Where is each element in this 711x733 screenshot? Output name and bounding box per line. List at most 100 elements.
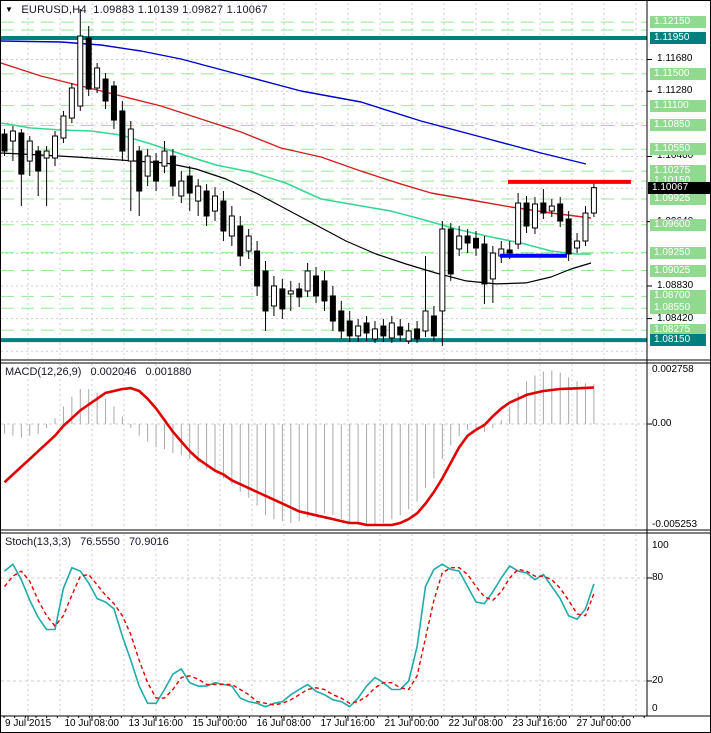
candle-bear: [220, 200, 227, 232]
candle-bear: [363, 322, 370, 334]
price-level-label: 1.12150: [650, 16, 706, 28]
candle-bull: [43, 150, 50, 159]
candle-bull: [52, 135, 59, 159]
macd-signal-line: [3, 386, 594, 527]
stoch-d-line: [3, 567, 595, 706]
ohlc-close: 1.10067: [226, 4, 268, 16]
time-axis-label: 22 Jul 08:00: [448, 718, 504, 729]
time-axis-label: 27 Jul 00:00: [576, 718, 632, 729]
candle-bear: [523, 202, 530, 227]
candle-bear: [153, 160, 160, 182]
macd-value-signal: 0.001880: [145, 366, 192, 378]
candle-bull: [60, 115, 67, 139]
symbol-label: EURUSD,H4: [21, 4, 87, 16]
price-level-label: 1.10850: [650, 119, 706, 131]
macd-axis-zero: 0.00: [652, 418, 672, 429]
candle-bear: [338, 310, 345, 332]
candle-bull: [178, 180, 185, 197]
price-tick-label: 1.08420: [657, 313, 694, 324]
stoch-axis-20: 20: [652, 675, 664, 686]
stoch-k-line: [3, 563, 595, 708]
candle-bull: [355, 325, 362, 337]
candle-bull: [212, 195, 218, 212]
candle-bear: [540, 202, 547, 214]
stoch-axis-100: 100: [652, 540, 669, 551]
symbol-dropdown-icon[interactable]: ▼: [5, 5, 14, 14]
price-level-label: 1.09250: [650, 247, 706, 259]
candle-bear: [85, 37, 92, 90]
price-level-label: 1.09600: [650, 219, 706, 231]
current-price-label: 1.10067: [648, 182, 710, 194]
macd-name: MACD(12,26,9): [5, 366, 82, 378]
candle-bear: [313, 275, 320, 297]
price-level-label: 1.10275: [650, 165, 706, 177]
ohlc-high: 1.10139: [137, 4, 179, 16]
stoch-name: Stoch(13,3,3): [5, 536, 72, 548]
stoch-value-d: 70.9016: [128, 536, 169, 548]
candle-bear: [136, 150, 143, 192]
time-axis-label: 9 Jul 2015: [5, 718, 52, 729]
candle-bull: [26, 140, 33, 162]
candle-bear: [203, 190, 210, 217]
candle-bear: [279, 288, 286, 310]
stoch-value-k: 76.5550: [80, 536, 120, 548]
candle-bull: [574, 240, 581, 249]
time-axis-label: 23 Jul 16:00: [512, 718, 568, 729]
candle-bear: [321, 280, 328, 302]
candle-bear: [557, 203, 564, 222]
candle-bull: [94, 67, 101, 89]
candle-bear: [473, 237, 480, 249]
price-level-label: 1.08550: [650, 302, 706, 314]
candle-bull: [245, 235, 252, 252]
time-axis-label: 16 Jul 08:00: [256, 718, 312, 729]
candle-bull: [270, 285, 277, 307]
price-level-label: 1.11100: [650, 100, 706, 112]
time-axis-label: 15 Jul 00:00: [192, 718, 248, 729]
candle-bull: [68, 87, 75, 119]
chart-header: ▼ EURUSD,H4 1.09883 1.10139 1.09827 1.10…: [5, 4, 268, 16]
macd-label: MACD(12,26,9) 0.002046 0.001880: [5, 366, 197, 378]
candle-bull: [127, 128, 134, 162]
trendlines: [500, 179, 631, 258]
macd-axis-max: 0.002758: [652, 364, 694, 375]
candle-bear: [329, 295, 336, 322]
frame: [1, 1, 710, 717]
ohlc-low: 1.09827: [182, 4, 224, 16]
candle-bear: [464, 235, 471, 244]
price-band-label: 1.08150: [650, 334, 706, 346]
time-axis-label: 13 Jul 16:00: [128, 718, 184, 729]
price-tick-label: 1.11680: [657, 53, 693, 64]
candle-bear: [18, 132, 25, 175]
candle-bull: [439, 228, 446, 312]
macd-axis-min: -0.005253: [652, 519, 698, 530]
candle-bull: [9, 130, 16, 142]
price-band-label: 1.11950: [650, 32, 706, 44]
candle-bear: [262, 270, 269, 312]
stoch-panel: [3, 563, 595, 708]
candle-bull: [144, 155, 151, 177]
ohlc-open: 1.09883: [93, 4, 135, 16]
candle-bear: [430, 315, 437, 337]
time-axis-label: 17 Jul 16:00: [320, 718, 376, 729]
candle-bull: [77, 35, 84, 107]
candle-bear: [35, 150, 42, 172]
stoch-axis-0: 0: [652, 703, 658, 714]
price-level-label: 1.08275: [650, 324, 706, 336]
candle-bear: [254, 250, 261, 287]
candle-bear: [296, 288, 303, 298]
candle-bear: [119, 110, 126, 152]
candle-bear: [169, 155, 176, 187]
candle-bull: [161, 150, 168, 167]
time-axis-label: 10 Jul 08:00: [64, 718, 120, 729]
price-level-label: 1.10550: [650, 143, 706, 155]
candle-bear: [186, 175, 193, 194]
candle-bear: [380, 325, 387, 337]
price-level-label: 1.08700: [650, 290, 706, 302]
candle-bull: [405, 330, 412, 342]
price-level-lines: [1, 21, 647, 331]
candle-bear: [414, 328, 421, 340]
teal-band-lines: [1, 36, 647, 343]
candle-bull: [195, 185, 202, 202]
candle-bear: [346, 320, 353, 337]
